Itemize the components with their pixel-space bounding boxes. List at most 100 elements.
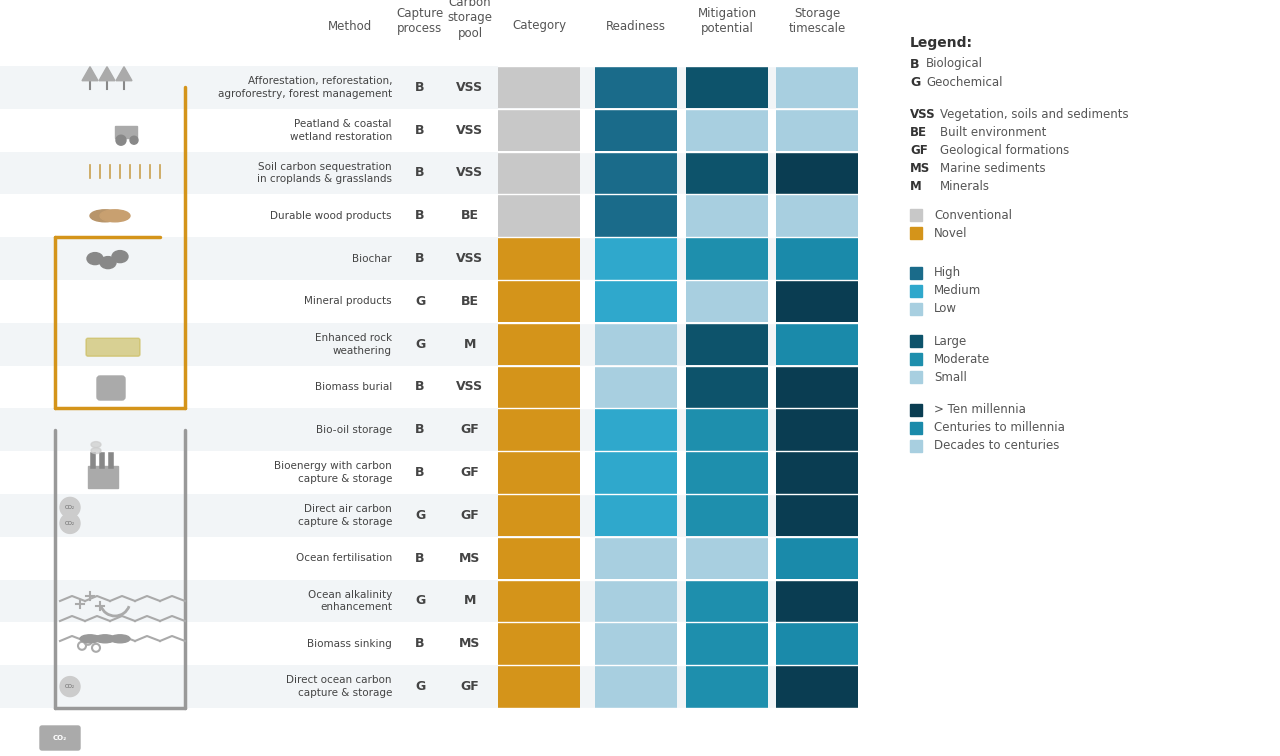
Bar [498, 451, 580, 494]
Bar [498, 66, 580, 108]
Text: VSS: VSS [457, 81, 484, 94]
Text: Decades to centuries: Decades to centuries [934, 439, 1060, 452]
Text: MS: MS [460, 637, 481, 650]
FancyBboxPatch shape [40, 726, 79, 750]
Bar [910, 371, 922, 383]
Text: M: M [910, 180, 922, 193]
Text: GF: GF [910, 144, 928, 157]
Bar [498, 280, 580, 322]
Text: Marine sediments: Marine sediments [940, 162, 1046, 175]
FancyBboxPatch shape [97, 376, 125, 400]
Text: GF: GF [461, 509, 480, 522]
Bar [910, 422, 922, 434]
Bar [686, 537, 768, 579]
Text: B: B [415, 81, 425, 94]
Bar [595, 366, 677, 408]
Text: B: B [415, 466, 425, 479]
Bar [498, 537, 580, 579]
Bar [595, 280, 677, 322]
Bar [0, 323, 858, 366]
Text: B: B [415, 423, 425, 436]
Text: Capture
process: Capture process [397, 7, 444, 35]
Ellipse shape [91, 448, 101, 454]
Bar [776, 665, 858, 708]
Bar [910, 353, 922, 365]
Bar [686, 366, 768, 408]
Ellipse shape [79, 635, 100, 643]
Text: Category: Category [512, 20, 566, 33]
Text: Mitigation
potential: Mitigation potential [698, 7, 756, 35]
Bar [0, 451, 858, 494]
Bar [0, 366, 858, 408]
Text: Small: Small [934, 370, 966, 384]
Text: Medium: Medium [934, 284, 982, 297]
Text: MS: MS [910, 162, 931, 175]
Text: Biological: Biological [925, 57, 983, 70]
Text: B: B [415, 252, 425, 265]
Text: Centuries to millennia: Centuries to millennia [934, 421, 1065, 434]
Bar [0, 494, 858, 537]
Text: Geochemical: Geochemical [925, 76, 1002, 88]
Bar [595, 622, 677, 665]
Bar [498, 366, 580, 408]
Bar [776, 451, 858, 494]
Bar [0, 194, 858, 237]
Bar [88, 466, 118, 488]
Polygon shape [116, 67, 132, 81]
Ellipse shape [91, 442, 101, 448]
Text: B: B [415, 552, 425, 565]
Bar [498, 194, 580, 237]
Bar [0, 537, 858, 580]
Bar [115, 126, 137, 138]
Text: Readiness: Readiness [605, 20, 666, 33]
Bar [0, 66, 858, 109]
Bar [498, 622, 580, 665]
Bar [776, 152, 858, 194]
Bar [595, 152, 677, 194]
Text: Storage
timescale: Storage timescale [788, 7, 846, 35]
Circle shape [60, 677, 79, 696]
Bar [910, 335, 922, 347]
Text: Geological formations: Geological formations [940, 144, 1069, 157]
Text: GF: GF [461, 680, 480, 693]
Text: Bioenergy with carbon
capture & storage: Bioenergy with carbon capture & storage [274, 461, 392, 484]
Bar [686, 451, 768, 494]
Bar [595, 66, 677, 108]
Bar [0, 665, 858, 708]
Bar [595, 323, 677, 365]
Bar [595, 109, 677, 151]
Bar [686, 237, 768, 280]
Ellipse shape [100, 210, 131, 222]
Bar [776, 237, 858, 280]
Text: Durable wood products: Durable wood products [270, 211, 392, 221]
Bar [686, 323, 768, 365]
Text: Conventional: Conventional [934, 209, 1012, 222]
Text: VSS: VSS [457, 166, 484, 179]
Text: G: G [415, 295, 425, 308]
Bar [498, 323, 580, 365]
Text: Mineral products: Mineral products [305, 296, 392, 306]
Text: Soil carbon sequestration
in croplands & grasslands: Soil carbon sequestration in croplands &… [257, 162, 392, 184]
Circle shape [60, 497, 79, 517]
Bar [776, 109, 858, 151]
Bar [686, 109, 768, 151]
Circle shape [60, 513, 79, 534]
Text: VSS: VSS [457, 124, 484, 137]
Text: GF: GF [461, 423, 480, 436]
Bar [686, 494, 768, 536]
Ellipse shape [110, 635, 131, 643]
Text: BE: BE [910, 126, 927, 139]
Bar [0, 580, 858, 622]
Text: BE: BE [461, 295, 479, 308]
Text: CO₂: CO₂ [65, 521, 76, 526]
Bar [498, 494, 580, 536]
Circle shape [116, 135, 125, 145]
Bar [910, 228, 922, 239]
Text: B: B [415, 209, 425, 222]
Text: G: G [415, 509, 425, 522]
Bar [0, 280, 858, 323]
Bar [0, 622, 858, 665]
Text: M: M [463, 338, 476, 351]
Bar [0, 152, 858, 194]
Polygon shape [99, 67, 115, 81]
